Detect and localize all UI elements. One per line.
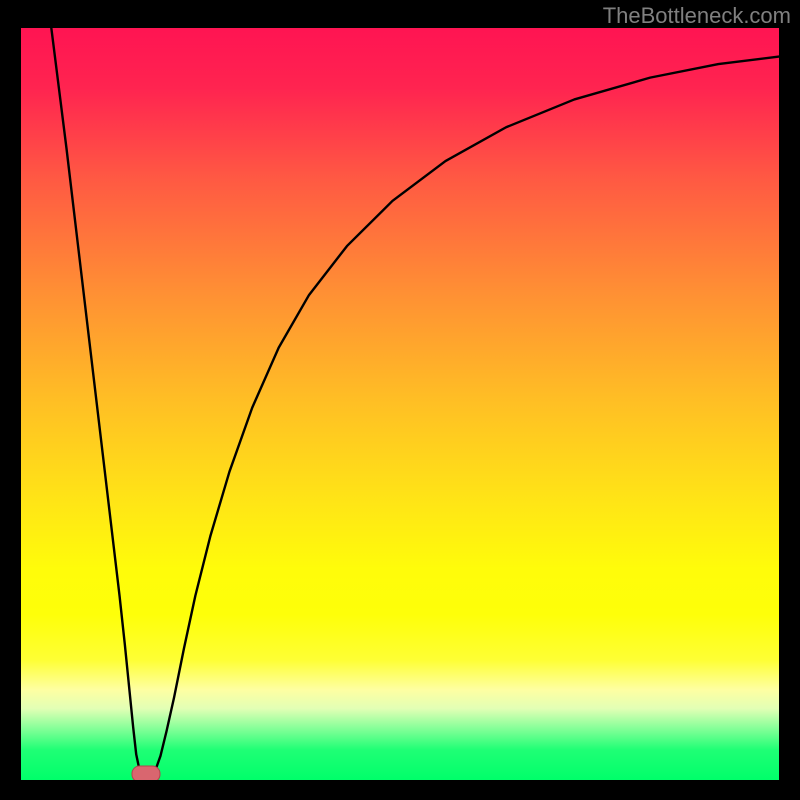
plot-area [21,28,779,780]
optimum-marker [132,765,161,780]
curve-svg [21,28,779,780]
chart-stage: TheBottleneck.com [0,0,800,800]
bottleneck-curve [51,28,779,776]
